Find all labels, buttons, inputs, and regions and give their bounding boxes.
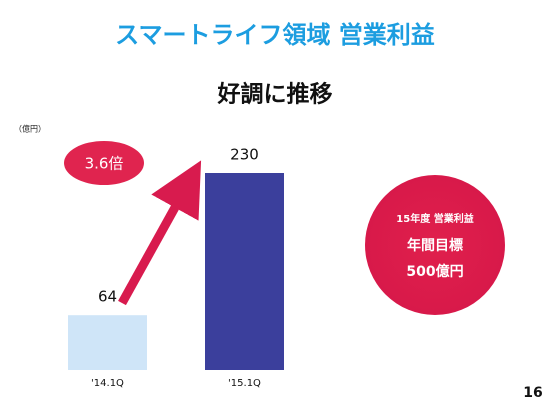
bar [68,315,147,370]
x-tick-label: '14.1Q [91,378,124,389]
target-circle [365,175,505,315]
growth-label: 3.6倍 [85,155,124,173]
value-label: 64 [98,288,117,306]
bar [205,173,284,370]
subtitle: 好調に推移 [217,81,333,108]
target-label: 年間目標 [407,237,463,254]
growth-arrow [118,160,202,306]
target-heading: 15年度 営業利益 [396,212,473,225]
x-tick-label: '15.1Q [228,378,261,389]
page-number: 16 [523,385,542,401]
target-value: 500億円 [406,263,463,280]
growth-badge [64,141,144,185]
value-label: 230 [230,146,259,164]
title: スマートライフ領域 営業利益 [115,21,435,49]
unit-label: （億円） [14,124,46,134]
